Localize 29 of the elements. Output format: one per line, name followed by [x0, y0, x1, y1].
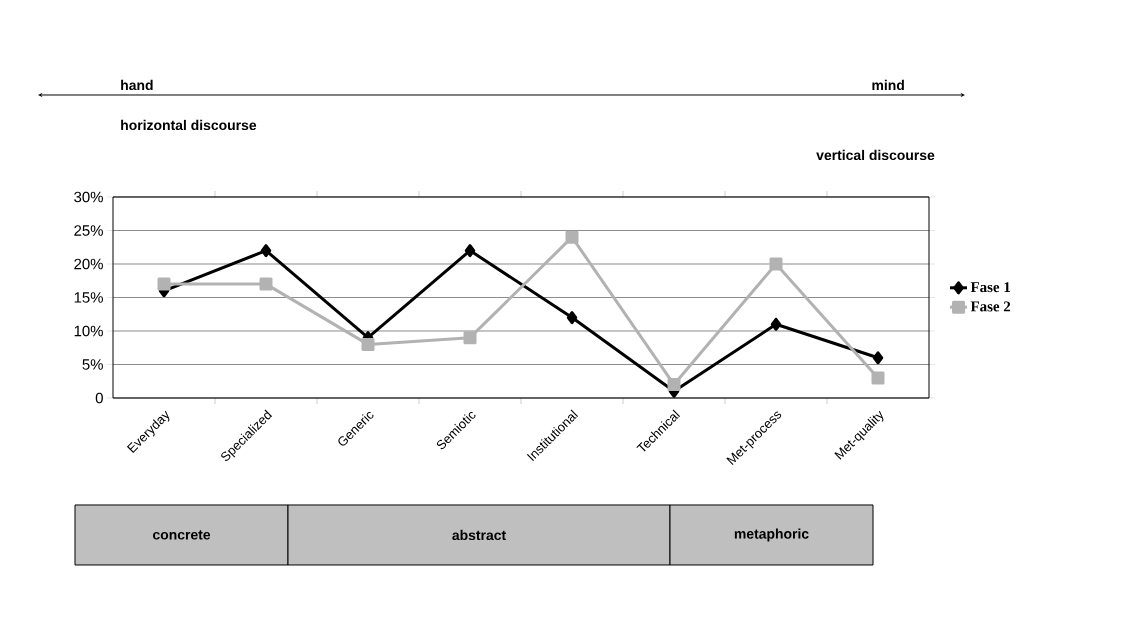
- text: concrete: [152, 530, 211, 540]
- point: [871, 371, 885, 385]
- point: [565, 230, 579, 244]
- text: hand: [121, 79, 153, 91]
- point: [770, 317, 782, 331]
- legend-label: Fase 2: [970, 301, 1011, 312]
- point: [769, 257, 783, 271]
- point: [872, 351, 884, 365]
- text: vertical discourse: [816, 149, 935, 161]
- y-tick-label: 10%: [74, 325, 103, 337]
- y-tick-label: 15%: [74, 292, 103, 303]
- point: [463, 331, 477, 345]
- point: [361, 337, 375, 351]
- point: [259, 277, 273, 291]
- y-tick-label: 30%: [74, 191, 103, 203]
- point: [464, 244, 476, 258]
- text: mind: [872, 79, 904, 91]
- y-tick-label: 20%: [74, 258, 103, 270]
- point: [260, 244, 272, 258]
- y-tick-label: 5%: [82, 359, 103, 370]
- text: abstract: [452, 529, 506, 541]
- point: [566, 311, 578, 325]
- text: horizontal discourse: [121, 119, 257, 131]
- point: [667, 378, 681, 392]
- y-tick-label: 0: [95, 392, 103, 404]
- text: metaphoric: [734, 528, 809, 542]
- legend-label: Fase 1: [970, 282, 1011, 293]
- point: [157, 277, 171, 291]
- y-tick-label: 25%: [74, 225, 103, 236]
